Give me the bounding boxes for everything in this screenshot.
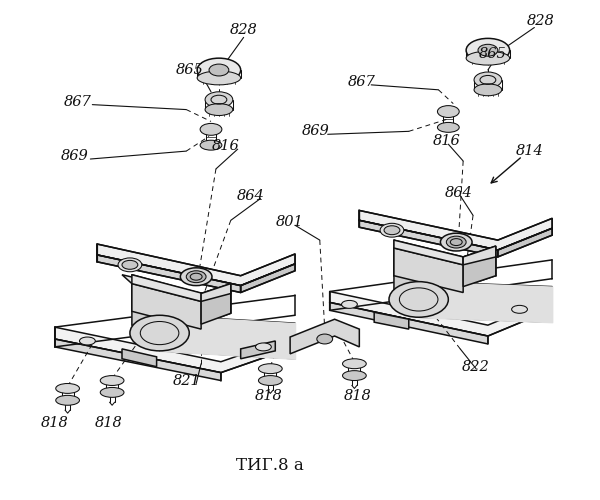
Text: ΤИГ.8 а: ΤИГ.8 а <box>236 457 304 474</box>
Text: 864: 864 <box>445 186 472 200</box>
Polygon shape <box>122 349 157 366</box>
Ellipse shape <box>197 58 241 82</box>
Ellipse shape <box>466 51 509 65</box>
Ellipse shape <box>130 316 189 351</box>
Polygon shape <box>394 248 463 306</box>
Polygon shape <box>201 284 231 324</box>
Polygon shape <box>55 339 221 380</box>
Ellipse shape <box>100 388 124 398</box>
Ellipse shape <box>56 396 79 406</box>
Ellipse shape <box>317 334 332 344</box>
Ellipse shape <box>343 359 366 368</box>
Polygon shape <box>132 284 201 343</box>
Ellipse shape <box>200 140 222 150</box>
Text: 818: 818 <box>254 390 282 404</box>
Ellipse shape <box>437 106 459 118</box>
Text: 818: 818 <box>95 416 123 430</box>
Ellipse shape <box>389 282 448 317</box>
Text: 864: 864 <box>236 188 265 202</box>
Text: 818: 818 <box>343 390 371 404</box>
Ellipse shape <box>205 104 233 116</box>
Polygon shape <box>201 284 231 302</box>
Text: 865: 865 <box>479 47 507 61</box>
Text: 816: 816 <box>433 134 460 148</box>
Ellipse shape <box>512 306 527 314</box>
Polygon shape <box>97 244 295 286</box>
Polygon shape <box>290 319 359 354</box>
Ellipse shape <box>205 92 233 108</box>
Polygon shape <box>132 274 203 301</box>
Ellipse shape <box>341 300 358 308</box>
Ellipse shape <box>437 122 459 132</box>
Ellipse shape <box>474 84 502 96</box>
Polygon shape <box>374 312 409 329</box>
Text: 816: 816 <box>212 139 240 153</box>
Ellipse shape <box>122 260 138 270</box>
Text: 867: 867 <box>64 94 91 108</box>
Polygon shape <box>241 341 275 359</box>
Ellipse shape <box>343 370 366 380</box>
Polygon shape <box>498 228 552 257</box>
Ellipse shape <box>380 224 404 237</box>
Ellipse shape <box>56 384 79 394</box>
Polygon shape <box>132 284 201 329</box>
Ellipse shape <box>79 337 95 345</box>
Polygon shape <box>463 246 496 265</box>
Ellipse shape <box>181 268 212 285</box>
Polygon shape <box>359 220 498 257</box>
Text: 814: 814 <box>515 144 543 158</box>
Ellipse shape <box>118 258 142 272</box>
Ellipse shape <box>446 236 466 248</box>
Text: 818: 818 <box>41 416 68 430</box>
Ellipse shape <box>256 343 271 351</box>
Ellipse shape <box>440 233 472 251</box>
Text: 828: 828 <box>230 24 257 38</box>
Polygon shape <box>329 292 552 336</box>
Ellipse shape <box>100 376 124 386</box>
Ellipse shape <box>466 38 509 62</box>
Polygon shape <box>463 246 496 286</box>
Polygon shape <box>122 274 206 301</box>
Polygon shape <box>394 248 463 292</box>
Polygon shape <box>359 210 552 250</box>
Ellipse shape <box>259 376 282 386</box>
Ellipse shape <box>259 364 282 374</box>
Polygon shape <box>394 240 463 265</box>
Ellipse shape <box>197 71 241 85</box>
Polygon shape <box>329 302 488 344</box>
Ellipse shape <box>200 124 222 136</box>
Text: 867: 867 <box>347 75 375 89</box>
Text: 822: 822 <box>462 360 490 374</box>
Ellipse shape <box>209 64 229 76</box>
Polygon shape <box>55 327 295 372</box>
Ellipse shape <box>384 226 400 234</box>
Text: 828: 828 <box>526 14 554 28</box>
Text: 821: 821 <box>172 374 200 388</box>
Ellipse shape <box>478 44 498 56</box>
Text: 869: 869 <box>302 124 329 138</box>
Polygon shape <box>97 255 241 292</box>
Text: 865: 865 <box>175 63 203 77</box>
Polygon shape <box>241 264 295 292</box>
Text: 801: 801 <box>276 216 304 230</box>
Ellipse shape <box>186 271 206 282</box>
Ellipse shape <box>474 72 502 88</box>
Text: 869: 869 <box>61 149 88 163</box>
